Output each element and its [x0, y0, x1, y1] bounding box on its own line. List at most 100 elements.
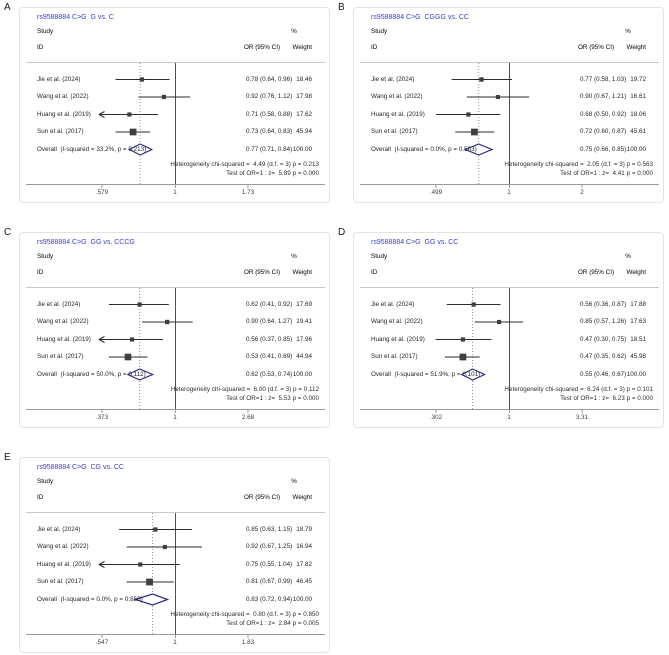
- column-header-percent: %: [625, 27, 631, 35]
- column-header-or-ci: OR (95% CI): [244, 493, 281, 501]
- weight-value: 18.46: [296, 75, 312, 83]
- overall-diamond: [460, 368, 487, 381]
- study-row-label: Huang et al. (2019): [371, 335, 425, 343]
- x-tick-label-min: .373: [95, 414, 109, 421]
- or-ci-value: 0.90 (0.64, 1.27): [246, 318, 293, 325]
- column-header-weight: Weight: [292, 493, 312, 501]
- forest-plot-panel: C rs9588884 C>G GG vs. CCCG Study % ID O…: [4, 227, 330, 428]
- panel-label: A: [4, 2, 11, 13]
- weight-value: 18.51: [630, 335, 646, 343]
- heterogeneity-text: Heterogeneity chi-squared = 6.24 (d.f. =…: [504, 386, 653, 393]
- x-tick-label-max: 1.83: [241, 639, 255, 646]
- x-tick-label-one: 1: [507, 414, 511, 421]
- ci-clip-arrow-icon: [98, 339, 105, 343]
- weight-value: 44.94: [296, 353, 312, 360]
- overall-or-ci-value: 0.62 (0.53, 0.74): [246, 370, 293, 378]
- weight-value: 45.61: [630, 128, 646, 135]
- point-estimate-marker: [495, 94, 500, 100]
- weight-value: 17.98: [296, 93, 312, 100]
- or-ci-value: 0.47 (0.30, 0.75): [580, 335, 627, 343]
- panel-title: rs9588884 C>G CGGG vs. CC: [371, 13, 469, 21]
- heterogeneity-text: Heterogeneity chi-squared = 6.00 (d.f. =…: [170, 386, 319, 393]
- heterogeneity-text: Heterogeneity chi-squared = 2.05 (d.f. =…: [504, 161, 653, 168]
- overall-row-label: Overall (I-squared = 0.0%, p = 0.563): [371, 145, 477, 153]
- point-estimate-marker: [165, 319, 170, 325]
- overall-or-ci-value: 0.75 (0.66, 0.85): [580, 145, 627, 153]
- overall-diamond: [463, 143, 494, 156]
- column-header-percent: %: [291, 477, 297, 485]
- point-estimate-marker: [496, 319, 502, 325]
- or-ci-value: 0.85 (0.63, 1.15): [246, 525, 293, 533]
- weight-value: 17.96: [296, 335, 312, 343]
- ci-clip-arrow-icon: [98, 114, 105, 118]
- weight-value: 17.82: [296, 560, 312, 568]
- forest-plot-panel: D rs9588884 C>G GG vs. CC Study % ID OR …: [338, 227, 664, 428]
- or-ci-value: 0.78 (0.64, 0.96): [246, 75, 293, 83]
- overall-weight-value: 100.00: [292, 595, 312, 603]
- point-estimate-marker: [479, 77, 484, 82]
- column-header-id: ID: [371, 43, 378, 51]
- panel-label: E: [4, 452, 11, 463]
- x-tick-label-min: .579: [95, 189, 109, 196]
- column-header-or-ci: OR (95% CI): [244, 268, 281, 276]
- point-estimate-marker: [471, 302, 476, 307]
- point-estimate-marker: [124, 353, 132, 361]
- overall-weight-value: 100.00: [626, 145, 646, 153]
- study-row-label: Wang et al. (2022): [37, 93, 89, 100]
- point-estimate-marker: [466, 112, 471, 117]
- or-ci-value: 0.73 (0.64, 0.83): [246, 128, 293, 135]
- study-row-label: Sun et al. (2017): [371, 353, 418, 360]
- overall-or-ci-value: 0.77 (0.71, 0.84): [246, 145, 293, 153]
- point-estimate-marker: [129, 128, 137, 136]
- overall-weight-value: 100.00: [292, 145, 312, 153]
- overall-row-label: Overall (I-squared = 50.0%, p = 0.112): [37, 370, 146, 378]
- panel-title: rs9588884 C>G CG vs. CC: [37, 463, 124, 471]
- study-row-label: Huang et al. (2019): [37, 335, 91, 343]
- panel-box: rs9588884 C>G CG vs. CC Study % ID OR (9…: [19, 457, 330, 653]
- column-header-or-ci: OR (95% CI): [578, 268, 615, 276]
- point-estimate-marker: [471, 128, 478, 136]
- x-tick-label-one: 1: [173, 414, 177, 421]
- column-header-or-ci: OR (95% CI): [244, 43, 281, 51]
- or-ci-value: 0.47 (0.35, 0.62): [580, 353, 627, 360]
- panel-box: rs9588884 C>G CGGG vs. CC Study % ID OR …: [353, 7, 664, 203]
- forest-plot-canvas: [26, 512, 325, 638]
- ci-clip-arrow-icon: [98, 336, 105, 340]
- test-of-or-text: Test of OR=1 : z= 5.89 p = 0.000: [226, 170, 319, 177]
- test-of-or-text: Test of OR=1 : z= 6.23 p = 0.000: [560, 395, 653, 402]
- study-row-label: Wang et al. (2022): [37, 543, 89, 550]
- point-estimate-marker: [153, 527, 158, 532]
- study-row-label: Huang et al. (2019): [37, 110, 91, 118]
- study-row-label: Jie et al. (2024): [37, 75, 81, 83]
- column-header-id: ID: [37, 493, 44, 501]
- weight-value: 16.61: [630, 93, 646, 100]
- x-tick-label-one: 1: [173, 189, 177, 196]
- study-row-label: Huang et al. (2019): [371, 110, 425, 118]
- x-tick-label-max: 2: [580, 189, 584, 196]
- or-ci-value: 0.81 (0.67, 0.99): [246, 578, 293, 585]
- panel-label: B: [338, 2, 345, 13]
- or-ci-value: 0.72 (0.60, 0.87): [580, 128, 627, 135]
- weight-value: 18.06: [630, 110, 646, 118]
- x-tick-label-one: 1: [173, 639, 177, 646]
- weight-value: 17.62: [296, 110, 312, 118]
- panel-box: rs9588884 C>G GG vs. CC Study % ID OR (9…: [353, 232, 664, 428]
- or-ci-value: 0.53 (0.41, 0.69): [246, 353, 293, 360]
- study-row-label: Wang et al. (2022): [37, 318, 89, 325]
- overall-row-label: Overall (I-squared = 0.0%, p = 0.850): [37, 595, 143, 603]
- overall-or-ci-value: 0.55 (0.46, 0.67): [580, 370, 627, 378]
- x-tick-label-one: 1: [507, 189, 511, 196]
- point-estimate-marker: [459, 353, 467, 361]
- x-tick-label-max: 3.31: [575, 414, 589, 421]
- column-header-id: ID: [37, 43, 44, 51]
- weight-value: 19.41: [296, 318, 312, 325]
- or-ci-value: 0.71 (0.58, 0.88): [246, 110, 293, 118]
- weight-value: 16.94: [296, 543, 312, 550]
- forest-plot-panel: B rs9588884 C>G CGGG vs. CC Study % ID O…: [338, 2, 664, 203]
- point-estimate-marker: [129, 337, 135, 342]
- overall-row-label: Overall (I-squared = 33.2%, p = 0.213): [37, 145, 147, 153]
- panel-title: rs9588884 C>G GG vs. CCCG: [37, 238, 135, 246]
- panel-label: D: [338, 227, 346, 238]
- point-estimate-marker: [139, 77, 145, 82]
